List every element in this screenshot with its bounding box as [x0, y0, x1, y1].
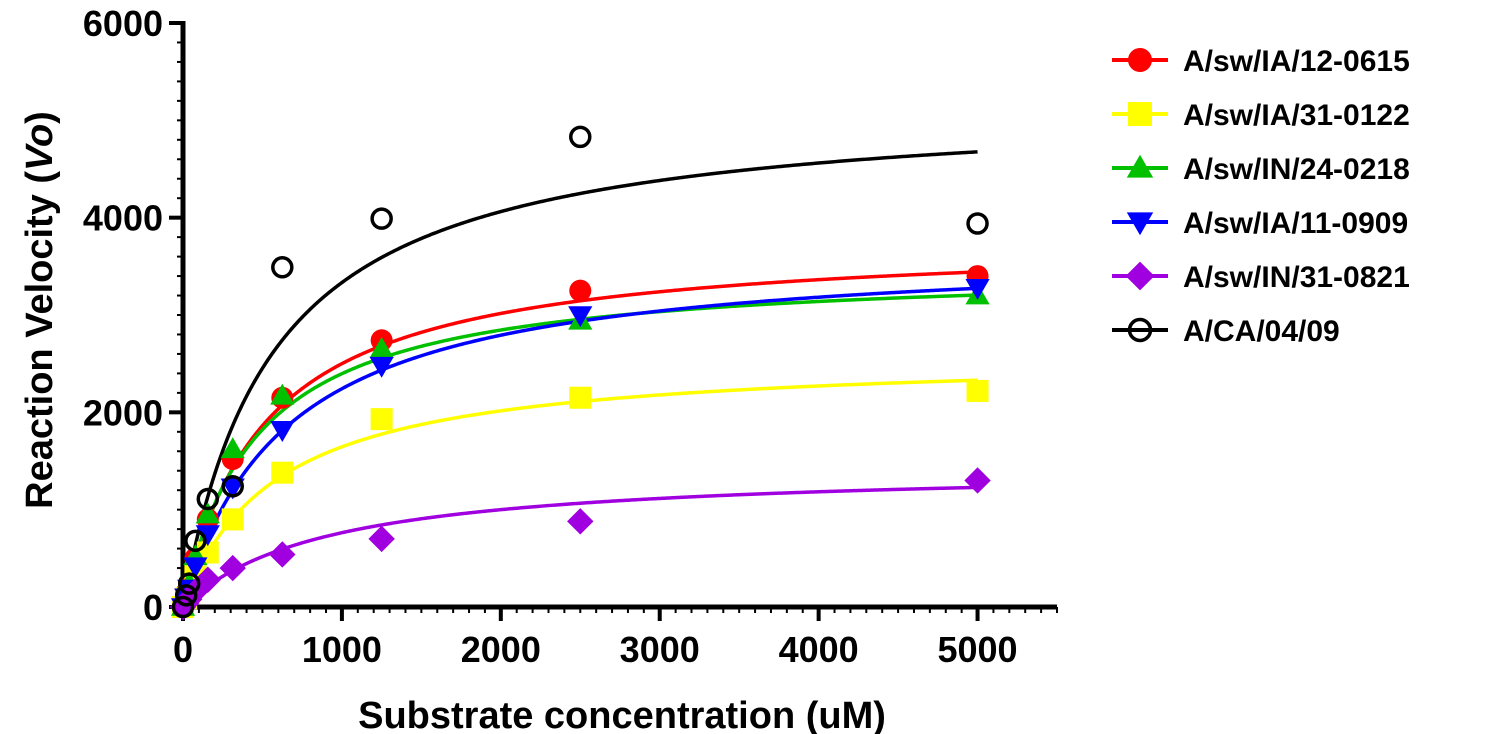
legend-label: A/sw/IA/31-0122 [1183, 99, 1410, 132]
x-tick-label: 0 [173, 629, 193, 670]
y-axis-title-main: Reaction Velocity ( [19, 171, 61, 509]
legend-marker [1128, 48, 1152, 72]
y-tick-label: 2000 [83, 392, 163, 433]
data-point [271, 256, 294, 279]
fit-curve-5 [181, 485, 978, 609]
legend-marker [1126, 154, 1154, 178]
legend: A/sw/IA/12-0615 A/sw/IA/31-0122 A/sw/IN/24… [1112, 45, 1410, 348]
legend-marker [1128, 102, 1152, 126]
data-point [221, 508, 244, 531]
legend-marker [1126, 212, 1154, 236]
y-tick-label: 4000 [83, 198, 163, 239]
series-2-points [172, 379, 989, 618]
data-point [369, 356, 394, 378]
fit-curve-3 [181, 293, 978, 608]
y-axis-title-italic: Vo [19, 124, 61, 171]
data-point [221, 475, 244, 498]
fit-curves [181, 150, 978, 609]
data-point [219, 554, 246, 582]
series-3-points [170, 283, 990, 616]
data-point [568, 306, 593, 328]
legend-label: A/sw/IA/11-0909 [1183, 207, 1408, 240]
y-axis-title: Reaction Velocity (Vo) [19, 111, 61, 509]
data-point [370, 408, 393, 431]
series-4-points [170, 278, 990, 620]
fit-curve-6 [181, 150, 978, 608]
data-point [174, 584, 198, 607]
data-points [169, 125, 991, 621]
x-tick-label: 3000 [620, 629, 700, 670]
legend-label: A/sw/IA/12-0615 [1183, 45, 1410, 78]
data-point [184, 529, 207, 553]
data-point [270, 421, 295, 442]
data-point [370, 207, 393, 230]
legend-label: A/sw/IN/24-0218 [1183, 153, 1410, 186]
data-point [369, 336, 394, 358]
axes: 0 1000 2000 3000 4000 5000 0 2000 4000 6000 [83, 3, 1058, 670]
legend-item: A/sw/IA/12-0615 [1112, 45, 1410, 78]
legend-marker [1127, 317, 1153, 343]
data-point [569, 279, 592, 302]
data-point [965, 278, 990, 300]
data-point [569, 386, 592, 409]
y-axis-title-end: ) [19, 111, 61, 124]
data-point [220, 478, 245, 500]
legend-marker [1125, 261, 1155, 291]
legend-item: A/CA/04/09 [1112, 315, 1340, 348]
legend-label: A/sw/IN/31-0821 [1183, 261, 1410, 294]
x-tick-label: 2000 [461, 629, 541, 670]
y-tick-label: 0 [143, 587, 163, 628]
x-tick-label: 1000 [302, 629, 382, 670]
data-point [270, 383, 295, 405]
legend-item: A/sw/IA/11-0909 [1112, 207, 1408, 240]
data-point [368, 525, 395, 553]
data-point [964, 467, 991, 494]
data-point [195, 502, 220, 524]
data-point [966, 379, 989, 402]
data-point [196, 487, 220, 511]
data-point [220, 437, 245, 459]
legend-item: A/sw/IN/31-0821 [1112, 261, 1410, 294]
data-point [194, 566, 221, 593]
legend-item: A/sw/IN/24-0218 [1112, 153, 1410, 186]
data-point [177, 572, 201, 595]
legend-item: A/sw/IA/31-0122 [1112, 99, 1410, 132]
data-point [171, 595, 195, 619]
data-point [271, 461, 294, 484]
legend-label: A/CA/04/09 [1183, 315, 1340, 348]
x-tick-label: 4000 [779, 629, 859, 670]
series-6-points [171, 125, 989, 619]
data-point [567, 508, 594, 535]
data-point [269, 541, 296, 568]
y-tick-label: 6000 [83, 3, 163, 44]
data-point [569, 125, 592, 149]
data-point [195, 525, 220, 547]
x-axis-title: Substrate concentration (uM) [358, 695, 886, 734]
x-tick-label: 5000 [937, 629, 1017, 670]
fit-curve-4 [181, 286, 978, 608]
data-point [966, 212, 989, 235]
data-point [183, 557, 208, 579]
